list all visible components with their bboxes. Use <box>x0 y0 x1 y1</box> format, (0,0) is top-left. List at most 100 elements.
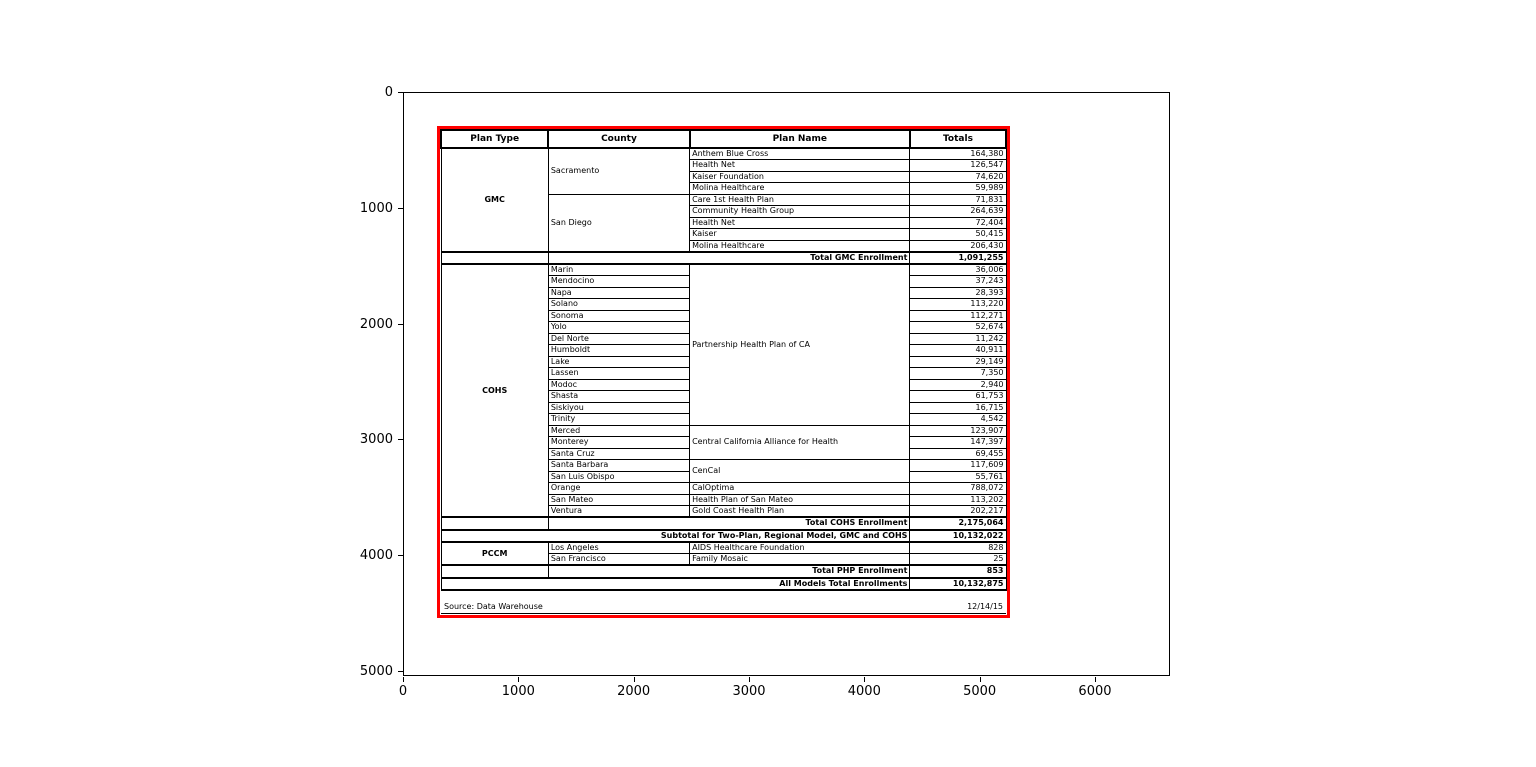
plan-name-cell: Kaiser Foundation <box>689 170 911 183</box>
table-row: Merced Central California Alliance for He… <box>441 424 1007 460</box>
x-tick <box>748 677 750 682</box>
plan-name-cell: Partnership Health Plan of CA <box>689 263 911 426</box>
totals-cell: 28,393 <box>909 286 1007 299</box>
totals-cell: 10,132,875 <box>909 576 1007 591</box>
x-tick <box>403 677 404 682</box>
y-tick-label: 1000 <box>359 200 393 216</box>
totals-cell: 55,761 <box>909 470 1007 483</box>
y-tick <box>398 555 403 557</box>
table-row: Napa 28,393 <box>441 286 1007 299</box>
y-tick <box>398 671 403 672</box>
county-cell: Del Norte <box>547 332 691 345</box>
totals-cell: 4,542 <box>909 413 1007 426</box>
totals-cell: 164,380 <box>909 147 1007 160</box>
totals-cell: 113,220 <box>909 298 1007 311</box>
county-cell: Marin <box>547 263 691 276</box>
totals-cell: 202,217 <box>909 505 1007 518</box>
totals-cell: 112,271 <box>909 309 1007 322</box>
totals-cell: 52,674 <box>909 321 1007 334</box>
x-tick-label: 2000 <box>617 684 651 699</box>
totals-cell: 25 <box>909 553 1007 566</box>
plan-name-cell: AIDS Healthcare Foundation <box>689 541 911 554</box>
plan-name-cell: Gold Coast Health Plan <box>689 505 911 518</box>
plan-type-cell: PCCM <box>440 541 549 566</box>
total-label-cell: Subtotal for Two-Plan, Regional Model, G… <box>440 528 911 543</box>
total-row: Total PHP Enrollment 853 <box>440 564 1007 579</box>
table-row: PCCM Los Angeles AIDS Healthcare Foundatio… <box>440 541 1007 566</box>
table-row: Health Net 126,547 <box>441 159 1007 172</box>
county-cell: Santa Barbara <box>547 459 691 472</box>
totals-cell: 11,242 <box>909 332 1007 345</box>
enrollment-table-header: Plan Type County Plan Name Totals <box>439 129 1008 149</box>
totals-cell: 40,911 <box>909 344 1007 357</box>
county-cell: Sonoma <box>547 309 691 322</box>
totals-cell: 264,639 <box>909 205 1007 218</box>
county-cell: Mendocino <box>547 275 691 288</box>
county-cell: Lassen <box>547 367 691 380</box>
total-label-cell: Total GMC Enrollment <box>547 250 911 265</box>
total-row: Total COHS Enrollment 2,175,064 <box>440 516 1007 531</box>
total-row: All Models Total Enrollments 10,132,875 <box>440 576 1007 591</box>
total-label-cell: Total COHS Enrollment <box>547 516 911 531</box>
plan-name-cell: Health Net <box>689 159 911 172</box>
county-cell: Solano <box>547 298 691 311</box>
totals-cell: 7,350 <box>909 367 1007 380</box>
county-cell: Humboldt <box>547 344 691 357</box>
totals-cell: 2,940 <box>909 378 1007 391</box>
totals-cell: 788,072 <box>909 482 1007 495</box>
totals-cell: 69,455 <box>909 447 1007 460</box>
x-tick <box>864 677 866 682</box>
source-label: Source: Data Warehouse <box>444 602 543 611</box>
plan-type-cell: GMC <box>440 147 549 252</box>
table-row: Health Net 72,404 <box>441 216 1007 229</box>
county-cell: Sacramento <box>547 147 691 195</box>
plan-name-cell: CalOptima <box>689 482 911 495</box>
table-row: Kaiser 50,415 <box>441 228 1007 241</box>
enrollment-table-body: GMC Sacramento Anthem Blue Cross 164,380 Hea… <box>440 147 1007 591</box>
table-row: Kaiser Foundation 74,620 <box>441 170 1007 183</box>
county-cell: Los Angeles <box>547 541 691 554</box>
totals-cell: 71,831 <box>909 193 1007 206</box>
table-row: San Diego Care 1st Health Plan 71,831 <box>441 193 1007 252</box>
table-row: Trinity 4,542 <box>441 413 1007 426</box>
county-cell: San Francisco <box>547 553 691 566</box>
empty-cell <box>440 564 549 579</box>
enrollment-table: Plan Type County Plan Name Totals GMC Sacram… <box>439 129 1008 591</box>
total-row: Total GMC Enrollment 1,091,255 <box>440 250 1007 265</box>
totals-cell: 2,175,064 <box>909 516 1007 531</box>
table-row: Molina Healthcare 206,430 <box>441 239 1007 252</box>
x-tick <box>633 677 635 682</box>
totals-cell: 206,430 <box>909 239 1007 252</box>
column-header: Totals <box>908 129 1008 149</box>
y-tick <box>398 439 403 441</box>
county-cell: Lake <box>547 355 691 368</box>
y-tick-label: 3000 <box>359 432 393 448</box>
y-tick-label: 4000 <box>359 548 393 564</box>
totals-cell: 72,404 <box>909 216 1007 229</box>
county-cell: Orange <box>547 482 691 495</box>
county-cell: Monterey <box>547 436 691 449</box>
plan-name-cell: CenCal <box>689 459 911 483</box>
empty-cell <box>440 516 549 531</box>
total-label-cell: Total PHP Enrollment <box>547 564 911 579</box>
table-row: Santa Barbara CenCal 117,609 <box>441 459 1007 483</box>
plan-name-cell: Health Plan of San Mateo <box>689 493 911 506</box>
county-cell: Merced <box>547 424 691 437</box>
column-header: Plan Type <box>439 129 550 149</box>
x-tick-label: 4000 <box>847 684 881 699</box>
county-cell: San Diego <box>547 193 691 252</box>
table-row: Santa Cruz 69,455 <box>441 447 1007 460</box>
table-row: Molina Healthcare 59,989 <box>441 182 1007 195</box>
plan-name-cell: Anthem Blue Cross <box>689 147 911 160</box>
totals-cell: 10,132,022 <box>909 528 1007 543</box>
empty-cell <box>440 250 549 265</box>
county-cell: Siskiyou <box>547 401 691 414</box>
county-cell: Trinity <box>547 413 691 426</box>
totals-cell: 36,006 <box>909 263 1007 276</box>
county-cell: Yolo <box>547 321 691 334</box>
plan-name-cell: Molina Healthcare <box>689 182 911 195</box>
y-tick <box>398 323 403 325</box>
total-row: Subtotal for Two-Plan, Regional Model, G… <box>440 528 1007 543</box>
header-row: Plan Type County Plan Name Totals <box>439 129 1008 149</box>
